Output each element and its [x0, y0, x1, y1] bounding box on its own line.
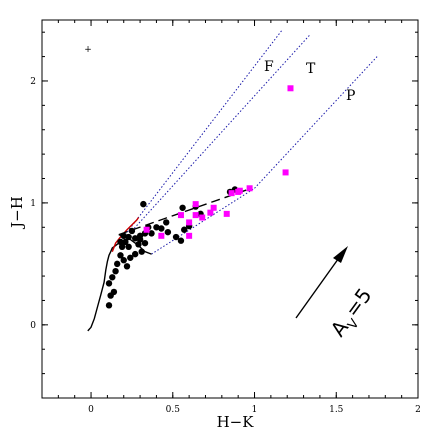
magenta-square-point: [177, 212, 184, 219]
label-t: T: [306, 61, 316, 77]
black-circle-point: [114, 260, 121, 268]
black-circle-point: [164, 228, 172, 236]
black-circle-point: [172, 233, 180, 241]
black-circle-point: [117, 238, 124, 246]
label-f: F: [264, 59, 274, 75]
black-circle-point: [136, 232, 144, 240]
data-points: [105, 85, 294, 309]
magenta-square-point: [228, 190, 235, 197]
black-circle-point: [177, 237, 185, 244]
x-tick-label: 0: [88, 405, 94, 415]
label-p: P: [346, 88, 355, 104]
black-circle-point: [179, 204, 186, 211]
black-circle-point: [141, 239, 149, 247]
black-circle-point: [135, 241, 142, 248]
black-circle-point: [153, 224, 160, 231]
black-circle-point: [131, 235, 139, 242]
y-tick-label: 0: [30, 321, 36, 331]
black-circle-point: [105, 302, 113, 309]
reddening-line-reddening_P_upper: [151, 187, 255, 255]
x-tick-label: 0.5: [166, 405, 181, 415]
x-tick-label: 2: [415, 405, 421, 415]
y-tick-label: 2: [30, 77, 36, 87]
magenta-square-point: [158, 232, 165, 239]
black-circle-point: [181, 226, 188, 233]
magenta-square-point: [192, 212, 199, 219]
y-axis-title: J−H: [8, 196, 26, 230]
magenta-square-point: [186, 219, 193, 226]
black-circle-point: [122, 238, 129, 246]
black-circle-point: [105, 280, 113, 287]
black-circle-point: [110, 288, 118, 296]
ticks: 0 0.5 1 1.5 2 0 1 2: [30, 20, 421, 415]
reddening-line-reddening_F: [118, 29, 283, 244]
magenta-square-point: [143, 226, 150, 233]
black-circle-point: [125, 233, 132, 241]
y-tick-label: 1: [30, 199, 36, 209]
black-circle-point: [125, 243, 132, 250]
black-circle-point: [128, 227, 136, 235]
black-circle-point: [120, 232, 127, 240]
magenta-square-point: [282, 169, 289, 176]
black-circle-point: [131, 250, 139, 258]
black-circle-point: [123, 263, 131, 270]
x-axis-title: H−K: [217, 413, 255, 431]
black-circle-point: [140, 200, 147, 208]
magenta-square-point: [223, 210, 230, 217]
reddening-vector: A V =5: [295, 246, 377, 341]
magenta-square-point: [186, 232, 193, 239]
locus-tracks: [87, 187, 252, 332]
magenta-square-point: [192, 201, 199, 208]
magenta-square-point: [210, 204, 217, 211]
x-tick-label: 1.5: [329, 405, 344, 415]
magenta-square-point: [287, 85, 294, 92]
black-circle-point: [158, 225, 165, 232]
black-circle-point: [112, 267, 119, 275]
av-value: =5: [340, 284, 377, 322]
black-circle-point: [118, 243, 126, 250]
giant-branch-track: [111, 217, 140, 252]
x-tick-label: 1: [252, 405, 258, 415]
black-circle-point: [148, 230, 155, 237]
reddening-guides: [118, 29, 378, 255]
black-circle-point: [127, 254, 134, 261]
black-circle-point: [120, 257, 127, 264]
magenta-square-point: [235, 188, 242, 195]
reddening-line-reddening_P: [254, 56, 378, 189]
error-marker: +: [84, 45, 92, 55]
main-sequence-track: [87, 242, 120, 332]
black-circle-point: [109, 274, 116, 281]
black-circle-point: [138, 248, 145, 255]
black-circle-point: [117, 252, 124, 259]
magenta-square-point: [199, 214, 206, 221]
plot-frame: [41, 19, 419, 399]
reddening-line-reddening_T: [131, 34, 311, 232]
magenta-square-point: [246, 185, 253, 192]
magenta-square-point: [207, 209, 214, 216]
black-circle-point: [163, 219, 170, 226]
